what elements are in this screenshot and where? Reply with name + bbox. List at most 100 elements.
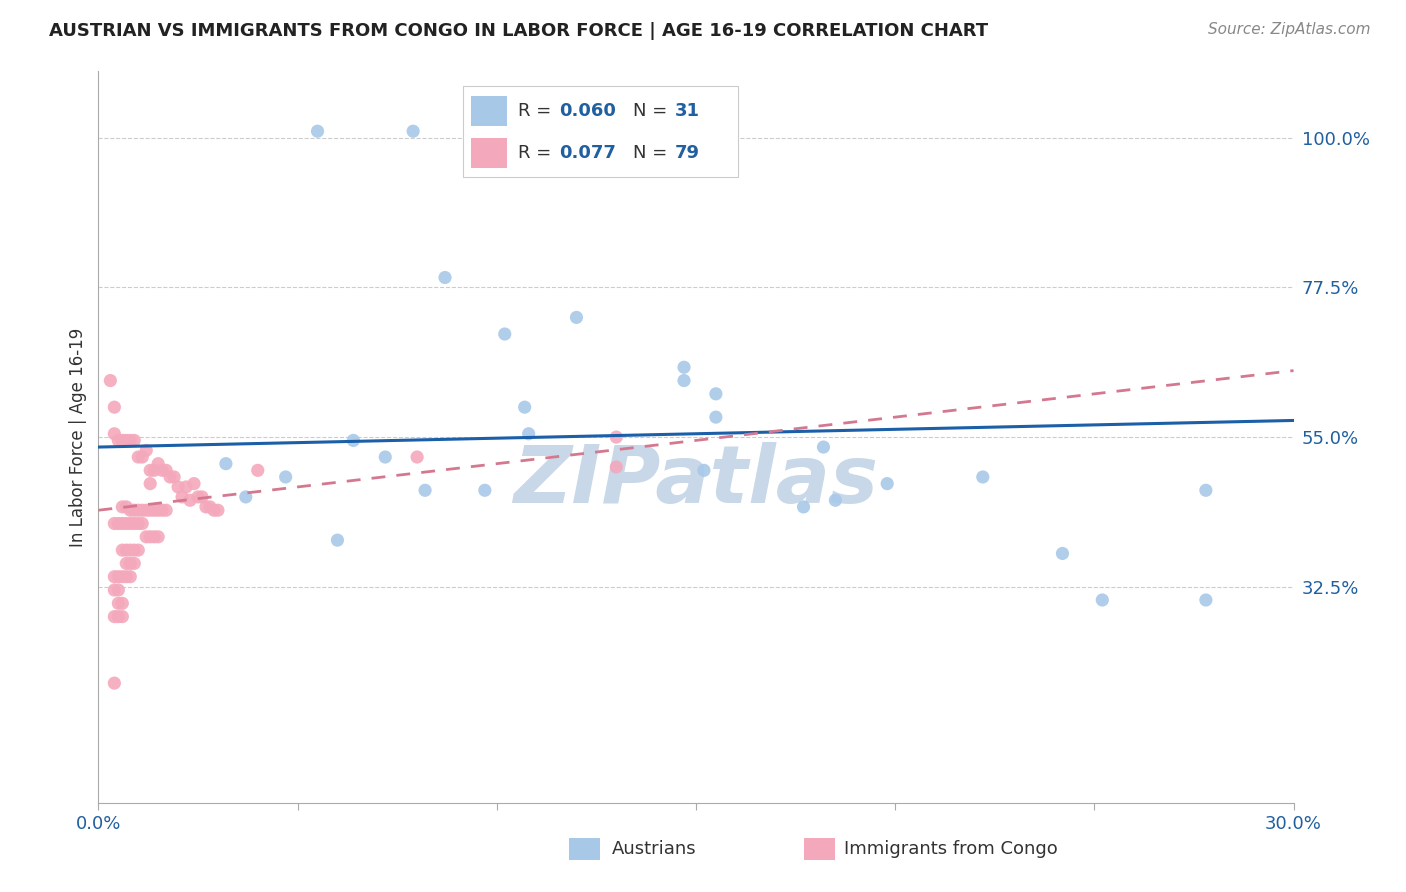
Point xyxy=(111,500,134,514)
Point xyxy=(793,500,815,514)
Point xyxy=(1302,124,1324,138)
Point xyxy=(1195,483,1218,498)
Text: AUSTRIAN VS IMMIGRANTS FROM CONGO IN LABOR FORCE | AGE 16-19 CORRELATION CHART: AUSTRIAN VS IMMIGRANTS FROM CONGO IN LAB… xyxy=(49,22,988,40)
Point xyxy=(127,543,149,558)
Point xyxy=(135,503,157,517)
Point xyxy=(605,460,627,475)
Point xyxy=(139,463,162,477)
Point xyxy=(150,463,173,477)
Point xyxy=(107,570,129,584)
Point xyxy=(673,360,696,375)
Point xyxy=(402,124,425,138)
Point xyxy=(103,676,125,690)
Point xyxy=(103,516,125,531)
Point xyxy=(107,596,129,610)
Text: Immigrants from Congo: Immigrants from Congo xyxy=(844,840,1057,858)
Point xyxy=(120,543,142,558)
Point xyxy=(143,530,166,544)
Point xyxy=(131,503,153,517)
Point xyxy=(111,609,134,624)
Point xyxy=(115,557,138,571)
Point xyxy=(127,516,149,531)
Point xyxy=(183,476,205,491)
Point xyxy=(406,450,429,464)
Point xyxy=(115,500,138,514)
Point xyxy=(139,503,162,517)
Point xyxy=(565,310,588,325)
Point xyxy=(115,434,138,448)
Point xyxy=(124,543,146,558)
Point xyxy=(513,400,536,414)
Point xyxy=(107,609,129,624)
Point xyxy=(148,530,170,544)
Y-axis label: In Labor Force | Age 16-19: In Labor Force | Age 16-19 xyxy=(69,327,87,547)
Point xyxy=(605,430,627,444)
Point xyxy=(474,483,496,498)
Point xyxy=(127,503,149,517)
Point xyxy=(115,570,138,584)
Point xyxy=(120,557,142,571)
Point xyxy=(131,450,153,464)
Point xyxy=(120,503,142,517)
Point xyxy=(115,543,138,558)
Point xyxy=(115,516,138,531)
Point xyxy=(111,543,134,558)
Point xyxy=(326,533,349,548)
Point xyxy=(202,503,225,517)
Point xyxy=(1195,593,1218,607)
Point xyxy=(198,500,221,514)
Point xyxy=(98,374,122,388)
Point xyxy=(1091,593,1114,607)
Point xyxy=(167,480,190,494)
Point xyxy=(179,493,201,508)
Point xyxy=(155,503,177,517)
Point xyxy=(131,516,153,531)
Point xyxy=(434,270,457,285)
Point xyxy=(139,476,162,491)
Point xyxy=(174,480,197,494)
Point xyxy=(246,463,269,477)
Point xyxy=(673,374,696,388)
Point xyxy=(124,557,146,571)
Point xyxy=(120,516,142,531)
Point xyxy=(693,463,716,477)
Point xyxy=(103,582,125,597)
Point xyxy=(187,490,209,504)
Point xyxy=(704,387,727,401)
Point xyxy=(124,503,146,517)
Point xyxy=(111,434,134,448)
Point xyxy=(235,490,257,504)
Point xyxy=(124,516,146,531)
Point xyxy=(135,443,157,458)
Point xyxy=(111,596,134,610)
Point xyxy=(148,457,170,471)
Point xyxy=(143,503,166,517)
Point xyxy=(195,500,218,514)
Point xyxy=(103,426,125,441)
Point xyxy=(143,463,166,477)
Point xyxy=(163,470,186,484)
Point xyxy=(824,493,846,508)
Text: Source: ZipAtlas.com: Source: ZipAtlas.com xyxy=(1208,22,1371,37)
Point xyxy=(135,530,157,544)
Text: ZIPatlas: ZIPatlas xyxy=(513,442,879,520)
Point xyxy=(120,570,142,584)
Point xyxy=(215,457,238,471)
Point xyxy=(813,440,835,454)
Point xyxy=(111,570,134,584)
Point xyxy=(342,434,364,448)
Point xyxy=(307,124,329,138)
Point xyxy=(1052,546,1074,560)
Point xyxy=(127,450,149,464)
Point xyxy=(413,483,436,498)
Point xyxy=(103,609,125,624)
Point xyxy=(159,470,181,484)
Point xyxy=(148,503,170,517)
Point xyxy=(374,450,396,464)
Point xyxy=(207,503,229,517)
Text: Austrians: Austrians xyxy=(612,840,696,858)
Point xyxy=(494,326,516,341)
Point xyxy=(124,434,146,448)
Point xyxy=(172,490,194,504)
Point xyxy=(107,434,129,448)
